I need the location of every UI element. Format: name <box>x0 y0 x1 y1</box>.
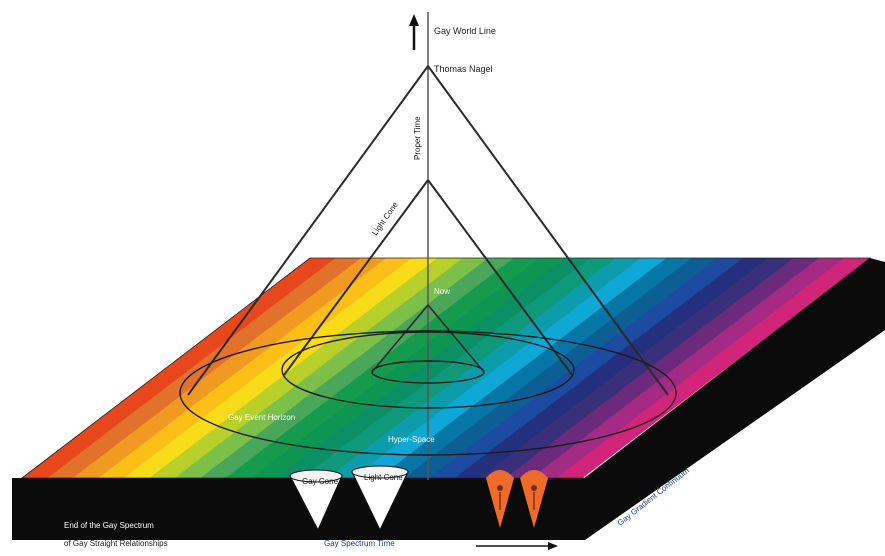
spectrum-band <box>505 258 820 478</box>
outer-ring-label: Hyper-Space <box>388 435 435 444</box>
cone-b-label: Light Cone <box>364 473 403 482</box>
inner-cone <box>371 304 485 373</box>
plate-right-side <box>585 258 885 540</box>
spectrum-band <box>47 258 362 478</box>
ring-label: Gay Event Horizon <box>228 413 295 422</box>
spectrum-band <box>98 258 413 478</box>
center-label: Now <box>434 287 450 296</box>
spectrum-band <box>378 258 693 478</box>
spectrum-band <box>352 258 667 478</box>
plate-front-side <box>12 478 585 540</box>
spectrum-band <box>302 258 617 478</box>
outer-ring <box>179 330 677 456</box>
spectrum-band <box>556 258 870 478</box>
spectrum-band <box>22 258 337 478</box>
bottom-title: End of the Gay Spectrum <box>64 521 154 530</box>
inner-apex-label: Light Cone <box>370 200 400 237</box>
spectrum-band <box>429 258 744 478</box>
spectrum-band <box>454 258 769 478</box>
middle-cone <box>283 179 573 376</box>
middle-ring <box>281 331 575 409</box>
bottom-axis-label: Gay Spectrum Time <box>324 539 395 548</box>
spectrum-band <box>251 258 566 478</box>
orange-marker-b <box>520 470 548 528</box>
spectrum-band <box>72 258 387 478</box>
apex-label: Thomas Nagel <box>434 64 493 74</box>
bottom-subtitle: of Gay Straight Relationships <box>64 539 168 548</box>
spectrum-band <box>480 258 795 478</box>
spectrum-surface <box>22 258 870 478</box>
spectrum-band <box>276 258 591 478</box>
white-cone-b <box>351 465 409 532</box>
cone-rings <box>179 330 677 456</box>
spectrum-band <box>149 258 464 478</box>
outer-cone <box>187 65 669 396</box>
cone-a-label: Gay Cone <box>302 477 339 486</box>
arrow-up-icon <box>409 14 419 50</box>
orange-marker-a <box>486 470 514 528</box>
spectrum-band <box>327 258 642 478</box>
spectrum-band <box>403 258 718 478</box>
inner-ring <box>371 360 485 384</box>
spectrum-band <box>531 258 846 478</box>
white-cone-a <box>289 469 343 532</box>
spectrum-band <box>225 258 540 478</box>
spectrum-band <box>174 258 489 478</box>
top-label: Gay World Line <box>434 26 496 36</box>
spectrum-band <box>123 258 438 478</box>
arrow-right-icon <box>476 542 558 550</box>
vertical-axis-label: Proper Time <box>413 116 422 160</box>
